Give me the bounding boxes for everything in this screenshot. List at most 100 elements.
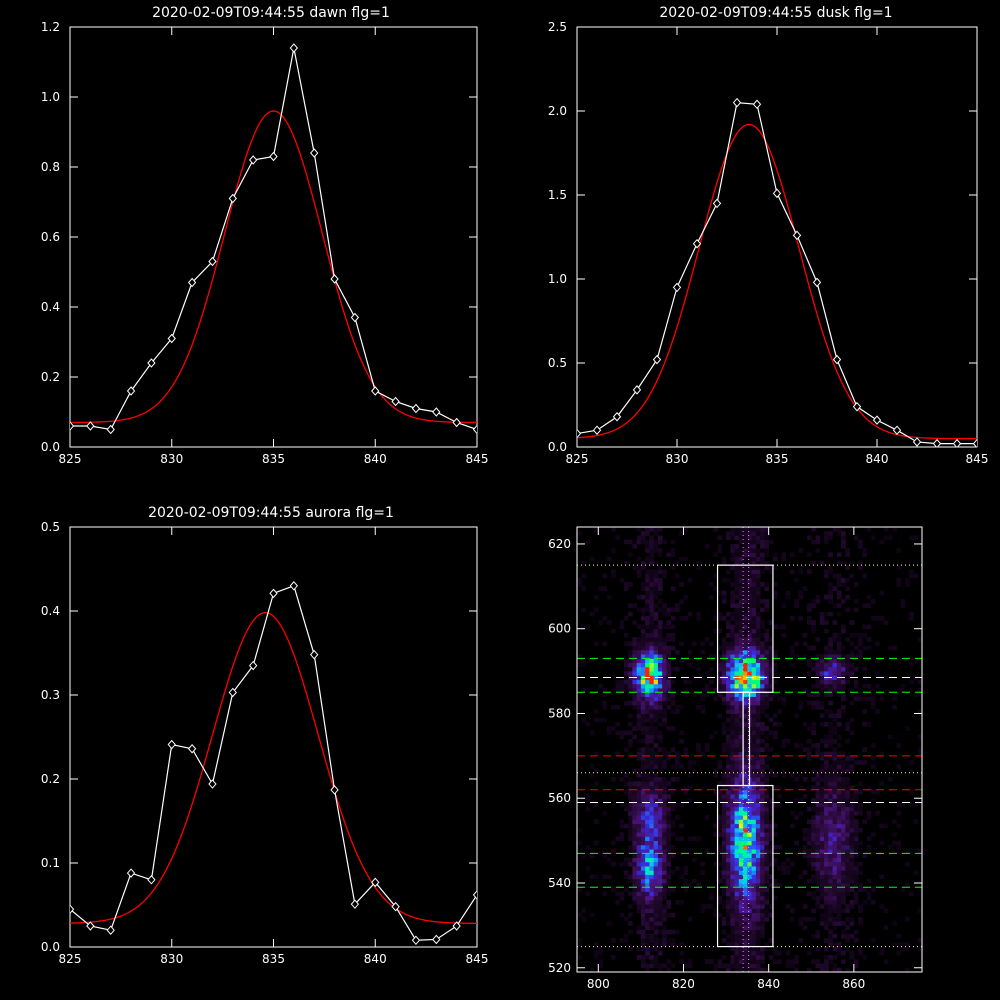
heatmap-cell <box>853 823 859 829</box>
heatmap-cell <box>853 607 859 613</box>
heatmap-cell <box>858 810 863 816</box>
aurora-data-point <box>86 921 95 931</box>
heatmap-cell <box>611 548 616 553</box>
heatmap-cell <box>832 866 838 871</box>
heatmap-cell <box>649 552 655 558</box>
heatmap-cell <box>687 577 693 583</box>
heatmap-cell <box>824 535 829 541</box>
heatmap-cell <box>687 785 693 791</box>
heatmap-cell <box>738 705 744 710</box>
heatmap-cell <box>653 798 659 803</box>
heatmap-cell <box>743 573 748 579</box>
heatmap-cell <box>836 645 842 651</box>
heatmap-cell <box>657 586 663 591</box>
heatmap-cell <box>734 904 740 909</box>
heatmap-cell <box>747 870 753 875</box>
heatmap-cell <box>824 963 829 969</box>
heatmap-cell <box>657 620 663 625</box>
heatmap-cell <box>747 620 753 625</box>
heatmap-cell <box>768 662 774 668</box>
heatmap-cell <box>828 700 833 706</box>
heatmap-cell <box>734 840 740 846</box>
heatmap-cell <box>892 527 897 532</box>
heatmap-cell <box>798 921 804 926</box>
heatmap-cell <box>798 772 804 778</box>
heatmap-cell <box>734 929 740 935</box>
heatmap-cell <box>670 539 676 545</box>
heatmap-cell <box>798 938 804 943</box>
heatmap-cell <box>674 560 680 566</box>
heatmap-cell <box>789 552 795 558</box>
heatmap-cell <box>747 819 753 825</box>
heatmap-cell <box>819 683 825 689</box>
heatmap-cell <box>811 874 816 880</box>
heatmap-cell <box>640 844 646 850</box>
heatmap-cell <box>764 777 770 782</box>
heatmap-cell <box>649 849 655 854</box>
heatmap-cell <box>636 781 642 786</box>
heatmap-cell <box>734 891 740 897</box>
dusk-x-tick-label: 835 <box>766 452 789 466</box>
heatmap-cell <box>760 654 765 659</box>
heatmap-cell <box>743 594 748 600</box>
heatmap-cell <box>743 912 748 918</box>
heatmap-cell <box>768 849 774 854</box>
heatmap-cell <box>828 840 833 846</box>
heatmap-cell <box>721 832 727 837</box>
heatmap-cell <box>602 874 608 880</box>
heatmap-cell <box>755 730 761 736</box>
heatmap-cell <box>760 599 765 604</box>
heatmap-cell <box>606 921 612 926</box>
heatmap-cell <box>807 950 812 956</box>
heatmap-cell <box>845 654 850 659</box>
heatmap-cell <box>913 573 919 579</box>
heatmap-cell <box>772 878 778 884</box>
heatmap-cell <box>858 950 863 956</box>
heatmap-cell <box>726 840 731 846</box>
heatmap-cell <box>709 641 714 647</box>
heatmap-cell <box>828 671 833 676</box>
heatmap-cell <box>721 730 727 736</box>
heatmap-cell <box>785 857 791 863</box>
heatmap-cell <box>628 794 633 799</box>
heatmap-cell <box>632 658 638 664</box>
heatmap-cell <box>841 798 846 803</box>
aurora-data-point <box>310 649 319 660</box>
heatmap-cell <box>802 688 808 693</box>
heatmap-cell <box>649 866 655 871</box>
heatmap-cell <box>798 810 804 816</box>
heatmap-cell <box>738 857 744 863</box>
heatmap-cell <box>836 853 842 858</box>
heatmap-cell <box>841 836 846 842</box>
heatmap-cell <box>815 743 821 748</box>
heatmap-cell <box>653 963 659 969</box>
heatmap-cell <box>764 789 770 795</box>
heatmap-cell <box>717 794 723 799</box>
heatmap-cell <box>636 929 642 935</box>
heatmap-cell <box>755 840 761 846</box>
heatmap-cell <box>640 929 646 935</box>
heatmap-cell <box>819 789 825 795</box>
heatmap-cell <box>858 904 863 909</box>
heatmap-cell <box>717 815 723 820</box>
heatmap-cell <box>640 802 646 808</box>
heatmap-cell <box>730 933 735 939</box>
heatmap-cell <box>632 705 638 710</box>
heatmap-cell <box>798 594 804 600</box>
heatmap-cell <box>798 798 804 803</box>
heatmap-cell <box>819 912 825 918</box>
heatmap-cell <box>628 713 633 719</box>
heatmap-cell <box>623 874 629 880</box>
heatmap-cell <box>849 717 855 723</box>
heatmap-cell <box>683 963 689 969</box>
heatmap-cell <box>674 607 680 613</box>
heatmap-cell <box>828 565 833 570</box>
dawn-x-tick-label: 825 <box>59 452 82 466</box>
heatmap-cell <box>606 857 612 863</box>
heatmap-cell <box>824 666 829 672</box>
heatmap-cell <box>875 658 880 664</box>
heatmap-cell <box>730 904 735 909</box>
heatmap-cell <box>760 819 765 825</box>
heatmap-cell <box>747 853 753 858</box>
heatmap-cell <box>602 705 608 710</box>
